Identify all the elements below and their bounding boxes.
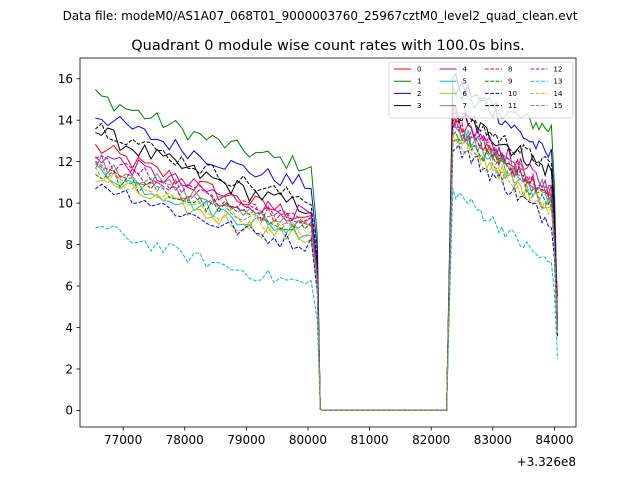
y-tick-label-8: 8 — [65, 238, 73, 252]
y-tick-label-12: 12 — [58, 155, 73, 169]
x-tick-label-84000: 84000 — [535, 433, 573, 447]
legend-label-15: 15 — [554, 102, 563, 110]
series-line-9 — [95, 131, 558, 411]
y-tick-label-14: 14 — [58, 113, 73, 127]
legend-label-13: 13 — [554, 78, 563, 86]
legend-label-8: 8 — [508, 66, 512, 74]
legend-label-3: 3 — [417, 102, 421, 110]
x-tick-label-77000: 77000 — [104, 433, 142, 447]
legend-label-1: 1 — [417, 78, 421, 86]
legend-label-9: 9 — [508, 78, 512, 86]
x-tick-label-82000: 82000 — [412, 433, 450, 447]
legend-label-14: 14 — [554, 90, 563, 98]
y-tick-label-0: 0 — [65, 404, 73, 418]
plot-area: 77000 78000 79000 80000 81000 82000 83000 84000… — [58, 57, 577, 447]
legend-label-0: 0 — [417, 66, 421, 74]
series-line-15 — [95, 137, 558, 411]
y-tick-label-16: 16 — [58, 72, 73, 86]
x-offset-label: +3.326e8 — [517, 455, 576, 469]
y-tick-label-4: 4 — [65, 321, 73, 335]
x-tick-label-80000: 80000 — [289, 433, 327, 447]
series-group — [94, 72, 558, 411]
x-tick-label-81000: 81000 — [350, 433, 388, 447]
y-tick-label-10: 10 — [58, 196, 73, 210]
y-tick-label-6: 6 — [65, 279, 73, 293]
legend-label-5: 5 — [463, 78, 467, 86]
x-tick-label-83000: 83000 — [474, 433, 512, 447]
suptitle: Data file: modeM0/AS1A07_068T01_90000037… — [63, 9, 578, 23]
legend-box — [388, 61, 574, 119]
legend-label-11: 11 — [508, 102, 517, 110]
legend-label-12: 12 — [554, 66, 563, 74]
legend-label-10: 10 — [508, 90, 517, 98]
legend-label-6: 6 — [463, 90, 468, 98]
legend-label-4: 4 — [463, 66, 468, 74]
legend-label-2: 2 — [417, 90, 421, 98]
series-line-12 — [95, 118, 558, 411]
x-tick-label-79000: 79000 — [227, 433, 265, 447]
y-tick-label-2: 2 — [65, 362, 73, 376]
axes-frame — [79, 57, 577, 428]
x-tick-label-78000: 78000 — [166, 433, 204, 447]
chart-title: Quadrant 0 module wise count rates with … — [131, 38, 525, 54]
legend-label-7: 7 — [463, 102, 467, 110]
